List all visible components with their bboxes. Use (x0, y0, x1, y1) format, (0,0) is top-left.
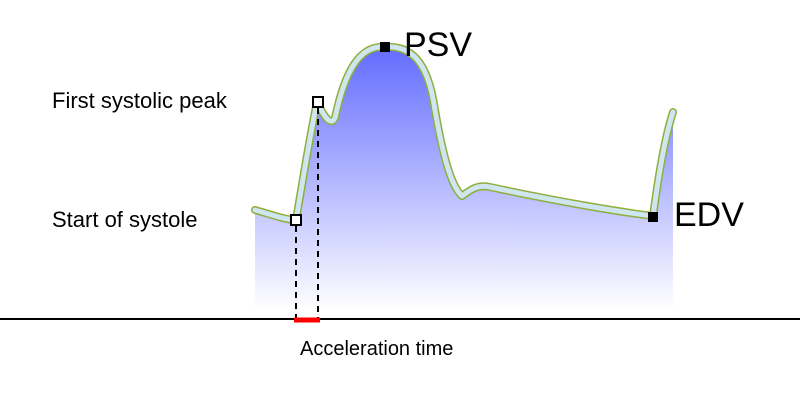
edv-marker (648, 212, 658, 222)
label-first-systolic-peak: First systolic peak (52, 88, 228, 113)
first-systolic-peak-marker (312, 96, 324, 108)
waveform-curve (252, 44, 676, 223)
start-of-systole-marker (290, 214, 302, 226)
label-edv: EDV (674, 196, 744, 234)
label-acceleration-time: Acceleration time (300, 338, 453, 360)
label-psv: PSV (404, 26, 472, 64)
psv-marker (380, 42, 390, 52)
waveform-fill (255, 46, 673, 311)
label-start-of-systole: Start of systole (52, 207, 198, 232)
